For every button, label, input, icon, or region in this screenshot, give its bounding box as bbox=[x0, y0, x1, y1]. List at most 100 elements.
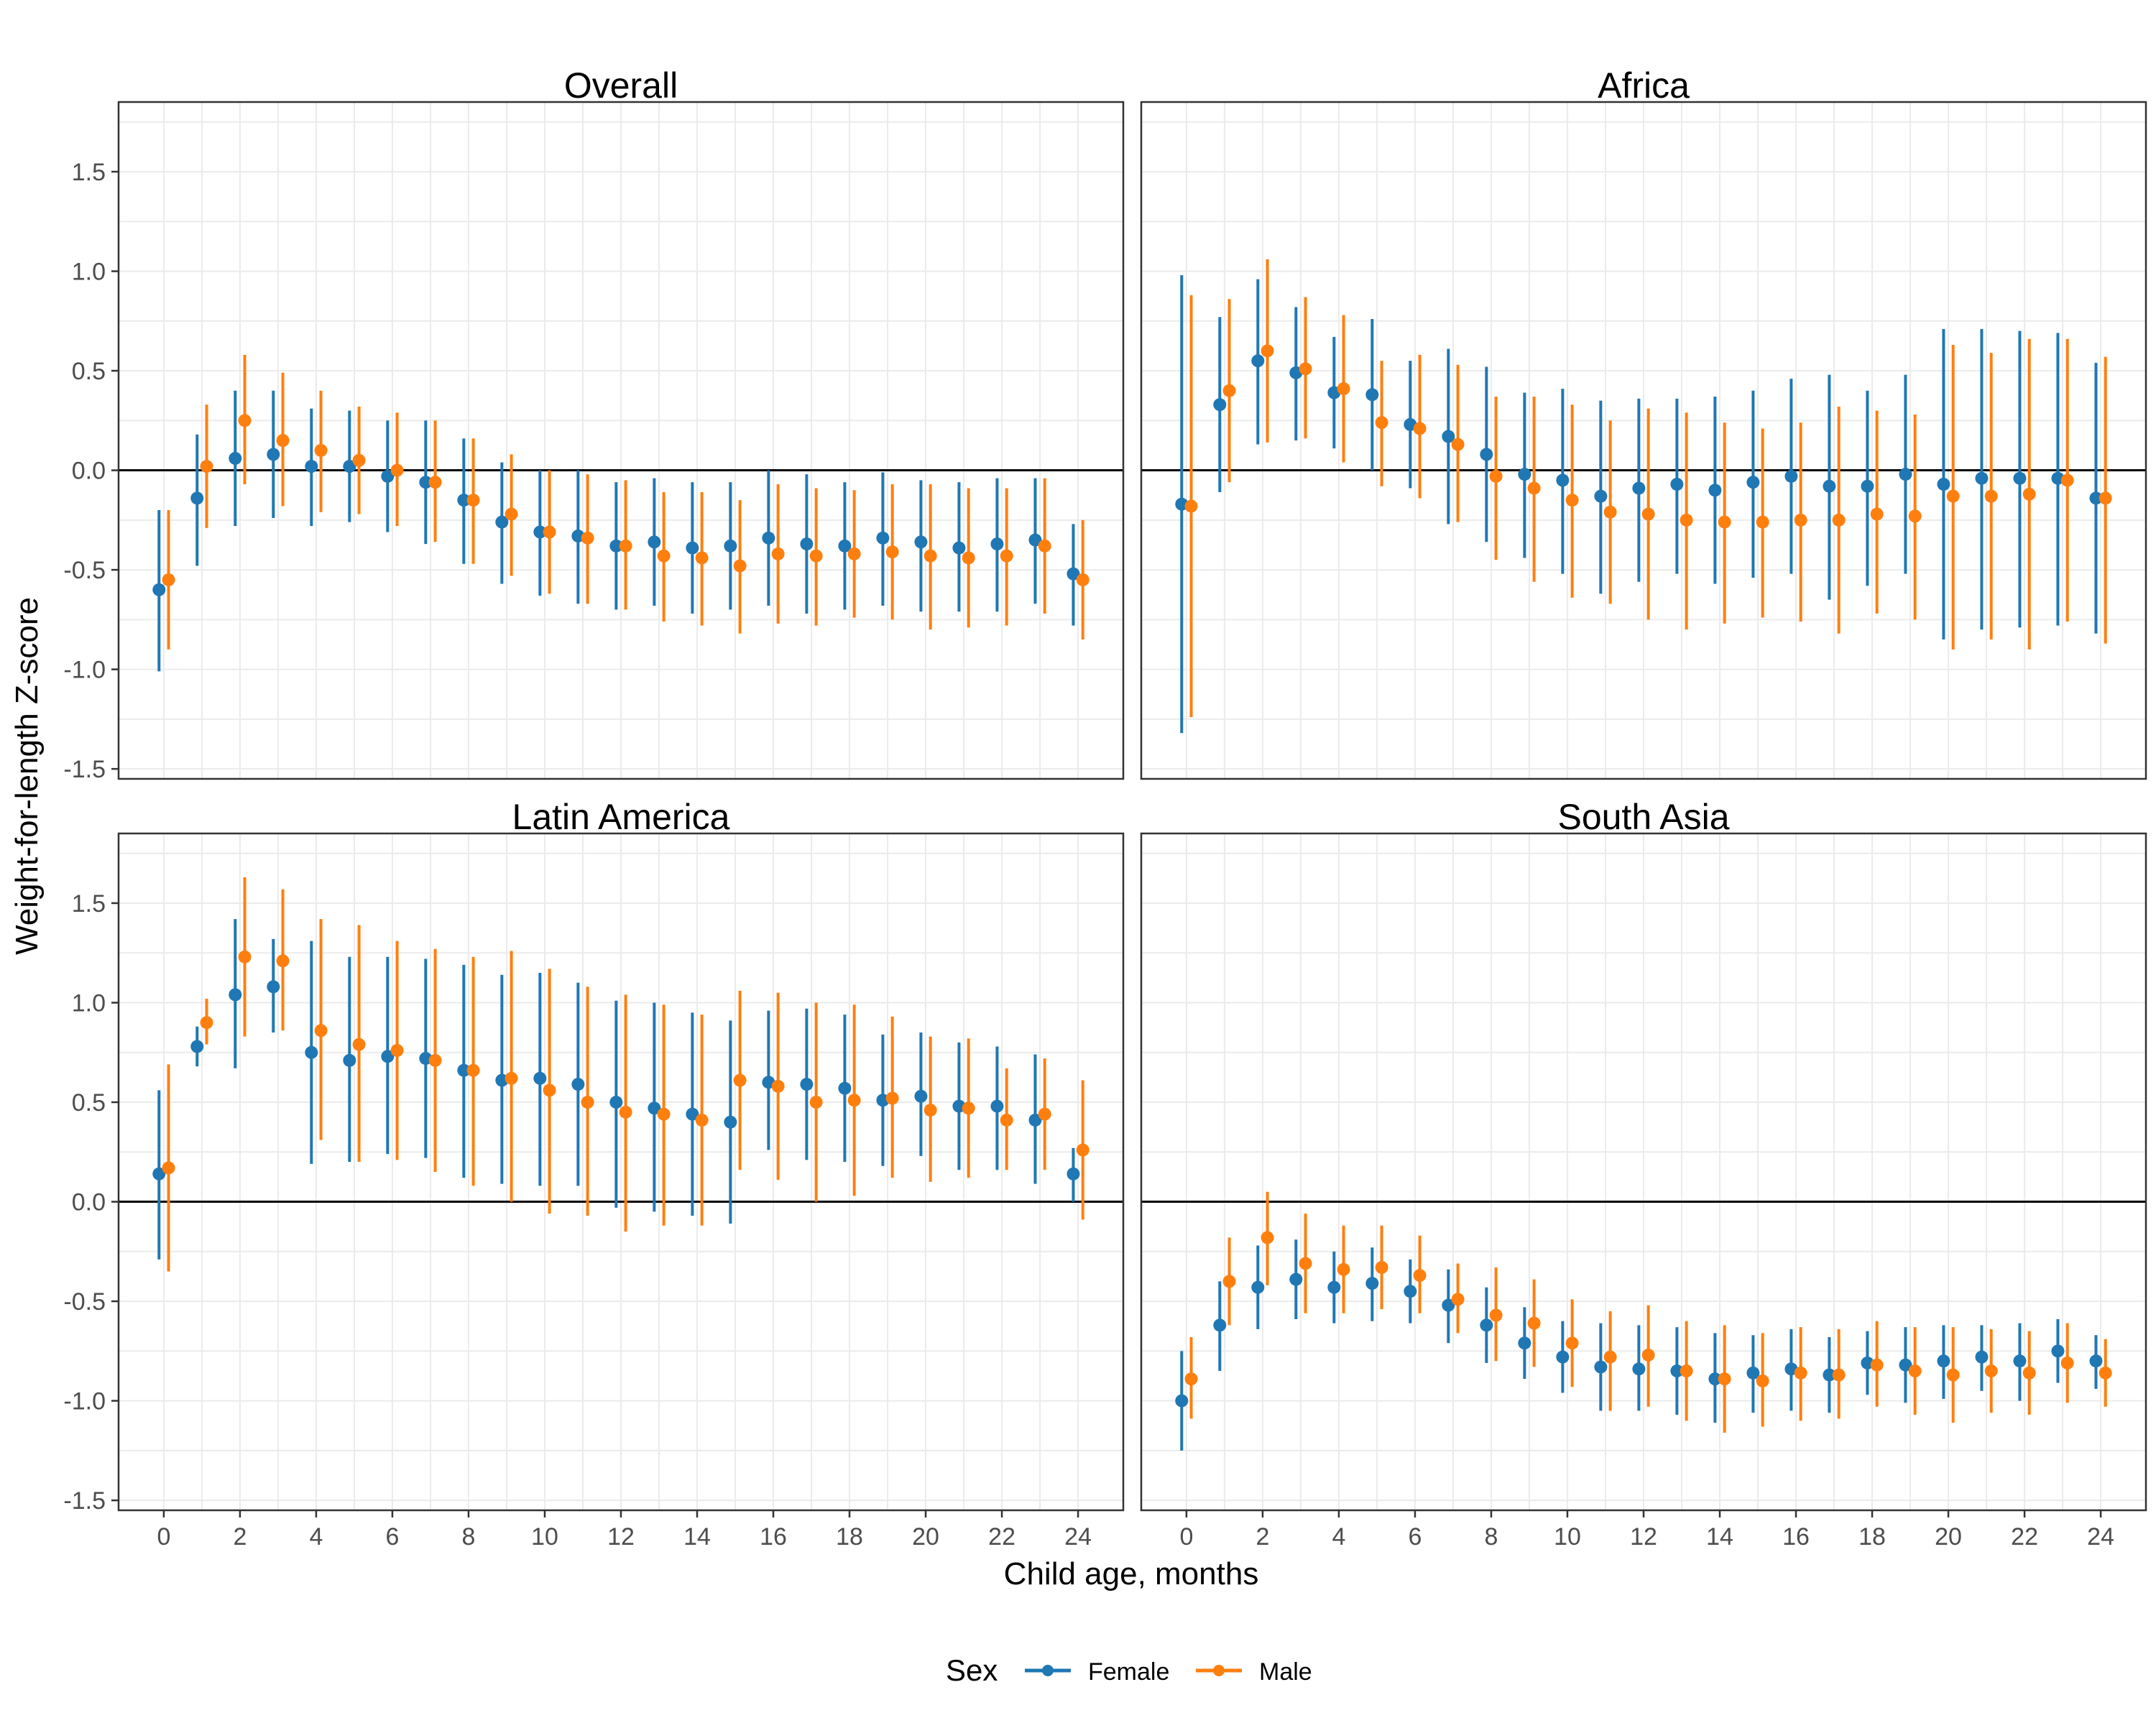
data-point-female bbox=[495, 515, 509, 529]
data-point-male bbox=[847, 1094, 861, 1107]
data-point-female bbox=[762, 531, 775, 545]
data-point-female bbox=[1067, 567, 1080, 581]
legend-item-male: Male bbox=[1196, 1658, 1312, 1686]
panel-latin-america: Latin America-1.5-1.0-0.50.00.51.01.50 2 4… bbox=[63, 797, 1125, 1551]
data-point-male bbox=[1984, 1364, 1998, 1378]
data-point-female bbox=[343, 460, 356, 473]
data-point-male bbox=[2099, 1366, 2112, 1380]
data-point-male bbox=[1184, 499, 1198, 513]
data-point-female bbox=[990, 537, 1004, 551]
data-point-female bbox=[1594, 489, 1608, 503]
data-point-female bbox=[1404, 1285, 1417, 1298]
data-point-female bbox=[1442, 1298, 1455, 1312]
data-point-female bbox=[1594, 1360, 1608, 1374]
data-point-male bbox=[390, 463, 404, 477]
data-point-male bbox=[1299, 362, 1312, 376]
data-point-female bbox=[1442, 430, 1455, 443]
data-point-male bbox=[1908, 1364, 1922, 1378]
data-point-male bbox=[1413, 1269, 1427, 1283]
legend-item-female: Female bbox=[1025, 1658, 1169, 1686]
data-point-male bbox=[505, 507, 518, 521]
data-point-male bbox=[1299, 1257, 1312, 1270]
data-point-female bbox=[1028, 533, 1042, 547]
data-point-male bbox=[1565, 494, 1579, 507]
x-tick-label: 12 bbox=[607, 1523, 635, 1551]
data-point-male bbox=[352, 1038, 366, 1051]
legend-title: Sex bbox=[946, 1653, 998, 1687]
y-tick-label: 1.5 bbox=[72, 159, 106, 186]
data-point-male bbox=[733, 559, 747, 573]
panel-title: South Asia bbox=[1557, 797, 1729, 837]
data-point-male bbox=[1451, 438, 1465, 451]
panel-border bbox=[117, 101, 1125, 780]
data-point-female bbox=[1746, 476, 1760, 489]
data-point-female bbox=[267, 448, 280, 461]
data-point-male bbox=[962, 1101, 975, 1115]
y-tick-label: 1.0 bbox=[72, 259, 106, 286]
data-point-male bbox=[428, 1053, 442, 1067]
data-point-male bbox=[1603, 505, 1617, 519]
data-point-female bbox=[2013, 471, 2027, 485]
series-female bbox=[1175, 275, 2103, 734]
data-point-female bbox=[1251, 354, 1265, 368]
data-point-male bbox=[200, 460, 213, 473]
x-tick-label: 8 bbox=[1485, 1523, 1498, 1551]
data-point-female bbox=[2089, 1354, 2103, 1368]
data-point-male bbox=[428, 476, 442, 489]
series-female bbox=[152, 390, 1080, 672]
data-point-female bbox=[1708, 484, 1722, 497]
data-point-female bbox=[1028, 1113, 1042, 1127]
x-tick-label: 6 bbox=[385, 1523, 399, 1551]
data-point-female bbox=[457, 1063, 471, 1077]
x-tick-label: 0 bbox=[1179, 1523, 1193, 1551]
panel-africa: Africa bbox=[1140, 65, 2147, 780]
data-point-male bbox=[1794, 1366, 1807, 1380]
x-tick-label: 12 bbox=[1630, 1523, 1657, 1551]
data-point-female bbox=[1861, 479, 1874, 493]
data-point-male bbox=[1489, 1308, 1503, 1322]
data-point-male bbox=[771, 547, 785, 560]
panel-title: Overall bbox=[564, 65, 678, 106]
data-point-male bbox=[390, 1043, 404, 1057]
data-point-male bbox=[1527, 1316, 1541, 1330]
data-point-female bbox=[609, 1096, 623, 1109]
data-point-male bbox=[352, 453, 366, 467]
data-point-male bbox=[1832, 1368, 1846, 1382]
data-point-male bbox=[1038, 539, 1051, 553]
x-tick-label: 4 bbox=[1332, 1523, 1345, 1551]
data-point-female bbox=[1365, 388, 1379, 402]
data-point-female bbox=[533, 525, 547, 539]
data-point-female bbox=[648, 535, 661, 549]
data-point-male bbox=[1718, 1372, 1731, 1386]
x-tick-label: 10 bbox=[1554, 1523, 1581, 1551]
x-tick-label: 2 bbox=[1256, 1523, 1269, 1551]
series-female bbox=[152, 919, 1080, 1260]
data-point-male bbox=[923, 1104, 937, 1117]
data-point-female bbox=[1556, 1350, 1570, 1364]
data-point-male bbox=[276, 954, 290, 968]
data-point-male bbox=[162, 573, 175, 586]
x-tick-label: 24 bbox=[1064, 1523, 1092, 1551]
data-point-male bbox=[1451, 1293, 1465, 1306]
data-point-male bbox=[1946, 1368, 1960, 1382]
data-point-male bbox=[695, 1113, 709, 1127]
data-point-female bbox=[1784, 469, 1798, 483]
data-point-male bbox=[466, 1063, 480, 1077]
data-point-female bbox=[1480, 1318, 1493, 1332]
data-point-male bbox=[962, 551, 975, 565]
x-tick-label: 14 bbox=[1706, 1523, 1733, 1551]
x-tick-label: 8 bbox=[462, 1523, 476, 1551]
y-tick-label: -1.0 bbox=[63, 657, 106, 684]
data-point-male bbox=[1261, 1231, 1274, 1244]
data-point-male bbox=[505, 1071, 518, 1085]
data-point-female bbox=[1213, 398, 1227, 412]
data-point-male bbox=[1565, 1336, 1579, 1350]
data-point-male bbox=[809, 549, 823, 563]
data-point-male bbox=[923, 549, 937, 563]
data-point-female bbox=[1899, 1358, 1912, 1372]
y-tick-label: 0.0 bbox=[72, 1189, 106, 1216]
data-point-female bbox=[1670, 477, 1684, 491]
data-point-female bbox=[876, 531, 890, 545]
data-point-male bbox=[162, 1161, 175, 1175]
